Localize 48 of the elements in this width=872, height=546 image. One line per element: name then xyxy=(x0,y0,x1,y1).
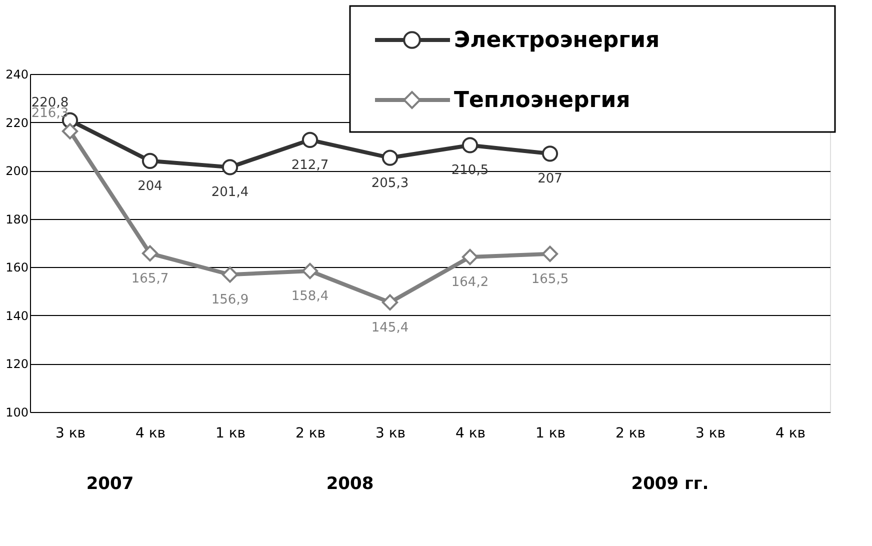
data-label: 205,3 xyxy=(371,176,409,191)
point xyxy=(382,294,398,310)
point xyxy=(222,159,238,176)
point xyxy=(142,152,158,169)
y-tick-label: 200 xyxy=(6,164,28,178)
x-tick-label: 3 кв xyxy=(375,426,406,442)
y-tick-label: 180 xyxy=(6,212,28,226)
x-tick-label: 1 кв xyxy=(215,426,246,442)
text: 2008 xyxy=(326,474,374,494)
x-tick-label: 2 кв xyxy=(295,426,326,442)
point xyxy=(382,150,398,166)
y-tick-label: 100 xyxy=(6,406,28,420)
point xyxy=(462,248,478,266)
y-tick-label: 240 xyxy=(6,68,28,82)
point xyxy=(302,132,318,148)
x-tick-label: 3 кв xyxy=(55,426,86,442)
data-label: 216,3 xyxy=(31,106,69,122)
data-label: 212,7 xyxy=(291,158,329,173)
point xyxy=(222,266,238,283)
point xyxy=(462,137,478,154)
legend-label: Теплоэнергия xyxy=(454,88,630,113)
y-tick-label: 160 xyxy=(6,260,28,275)
point xyxy=(142,245,158,262)
data-label: 158,4 xyxy=(291,289,329,304)
data-label: 164,2 xyxy=(451,275,489,290)
y-tick-label: 120 xyxy=(6,357,28,372)
text: 2009 гг. xyxy=(631,474,709,494)
x-tick-label: 4 кв xyxy=(775,426,806,442)
legend-label: Электроэнергия xyxy=(454,28,660,53)
data-label: 204 xyxy=(138,178,162,194)
x-tick-label: 4 кв xyxy=(455,426,486,442)
y-tick-label: 140 xyxy=(6,308,28,323)
x-tick-label: 1 кв xyxy=(535,426,566,442)
data-label: 165,7 xyxy=(131,271,169,286)
point xyxy=(542,246,558,262)
x-tick-label: 2 кв xyxy=(615,426,646,442)
data-label: 156,9 xyxy=(211,292,249,308)
y-tick-label: 220 xyxy=(6,116,28,130)
x-tick-label: 3 кв xyxy=(695,426,726,442)
data-label: 201,4 xyxy=(211,185,249,200)
point xyxy=(542,146,558,162)
text: 2007 xyxy=(86,474,134,494)
data-label: 165,5 xyxy=(531,272,569,287)
x-tick-label: 4 кв xyxy=(135,426,166,442)
point xyxy=(62,123,78,140)
data-label: 145,4 xyxy=(371,320,409,336)
point xyxy=(302,262,318,280)
data-label: 207 xyxy=(538,172,562,187)
